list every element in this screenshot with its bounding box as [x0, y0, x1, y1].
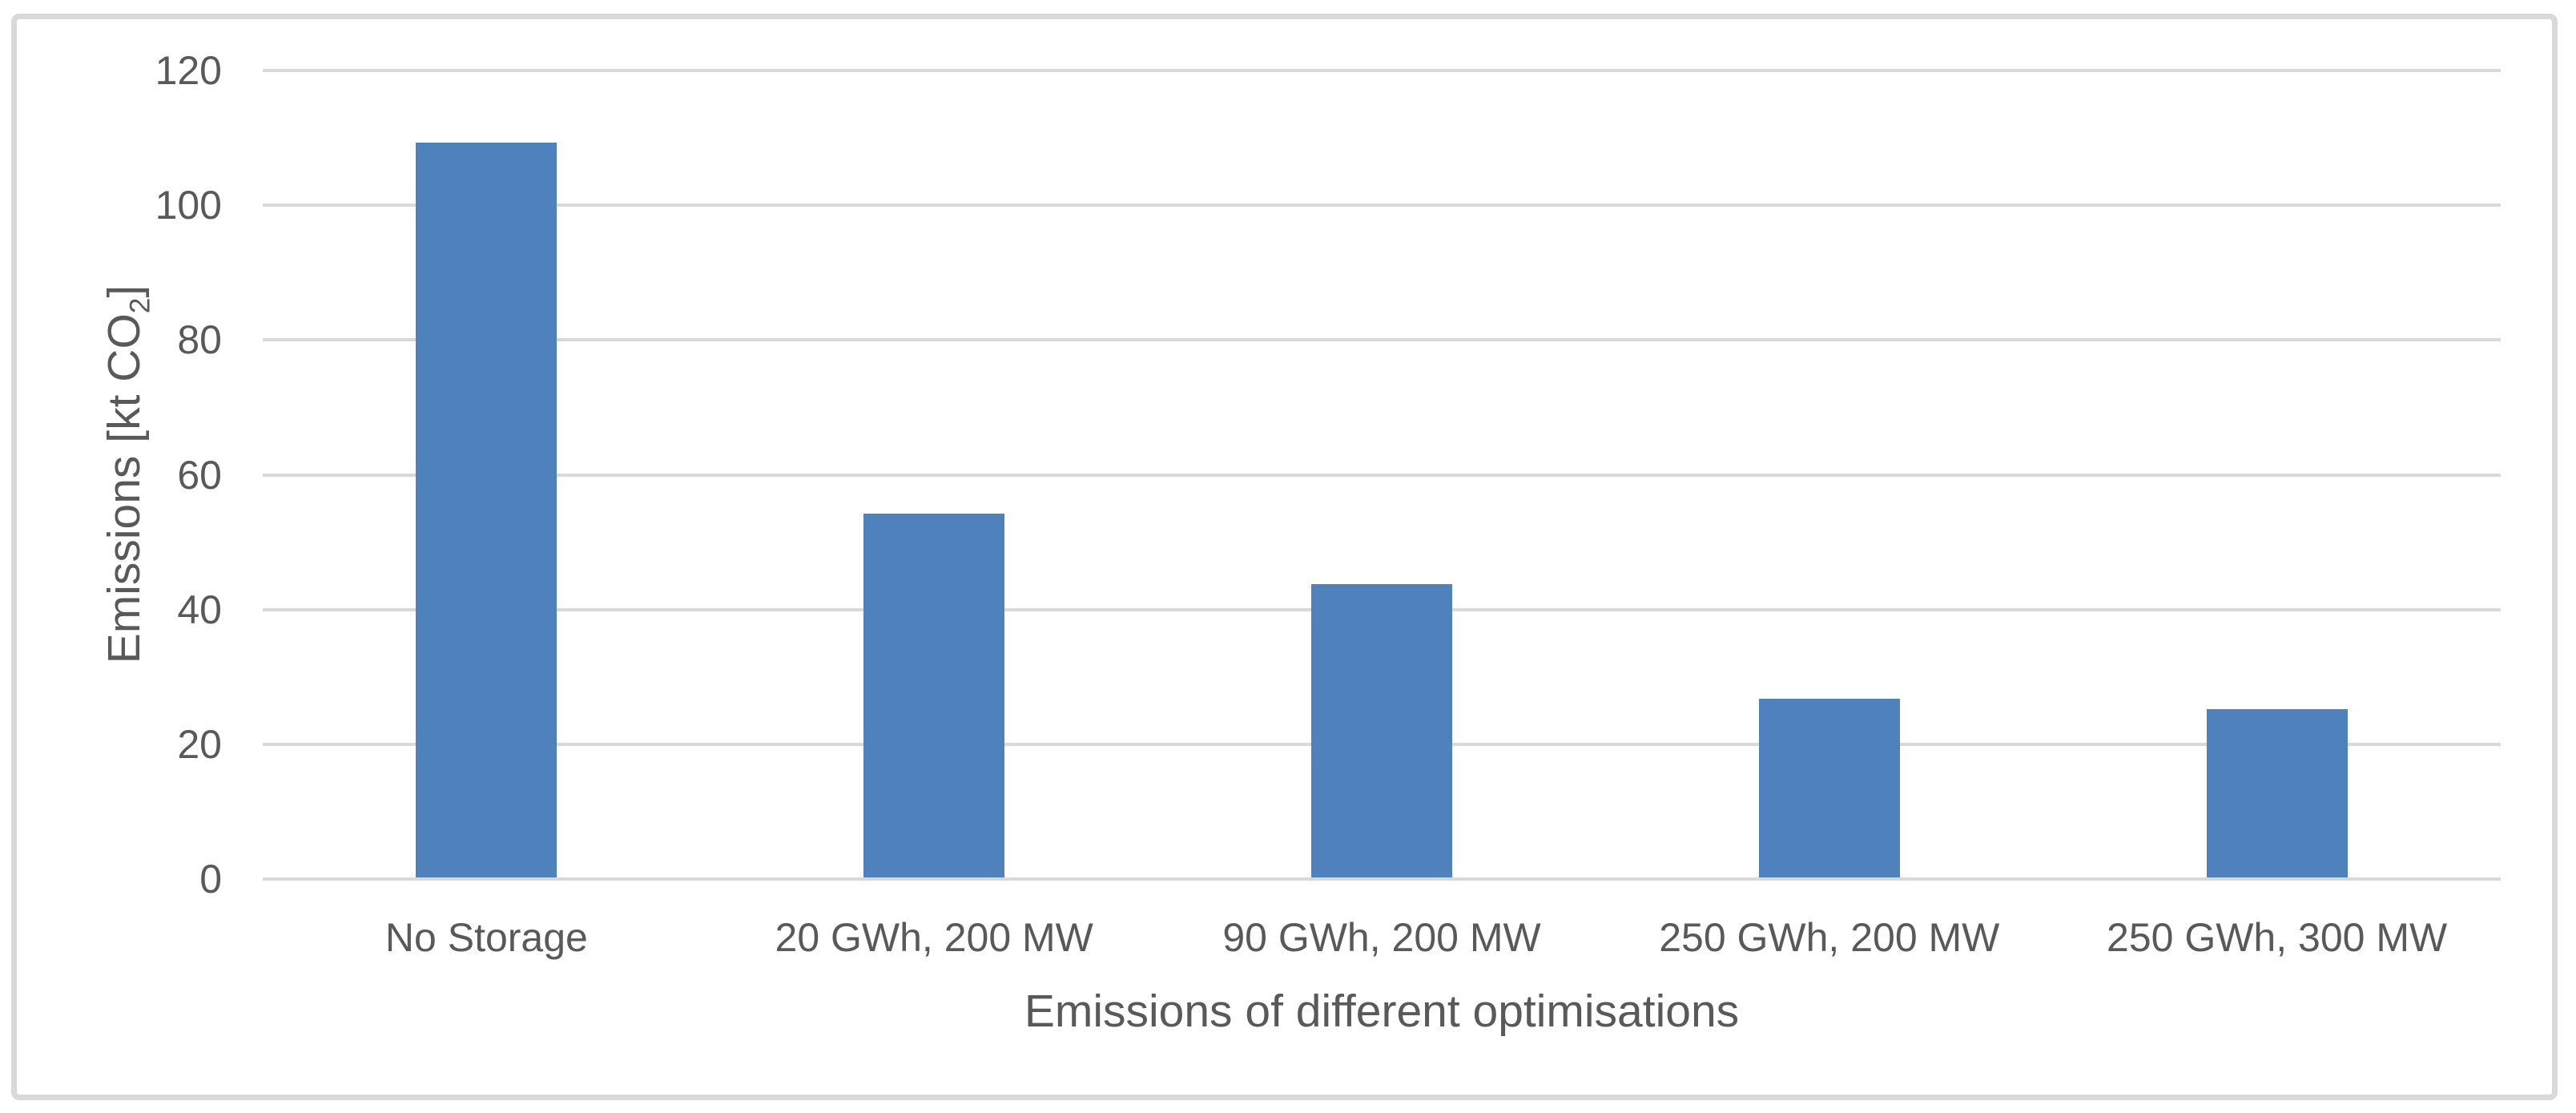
x-axis-title: Emissions of different optimisations: [263, 982, 2501, 1040]
gridline-y-80: [263, 338, 2501, 342]
category-label-2: 20 GWh, 200 MW: [775, 915, 1093, 960]
category-label-3: 90 GWh, 200 MW: [1222, 915, 1541, 960]
y-tick-label-120: 120: [155, 48, 222, 93]
bar-5: [2206, 708, 2348, 877]
y-tick-label-0: 0: [199, 857, 222, 901]
y-tick-label-40: 40: [177, 587, 222, 632]
x-axis-title-text: Emissions of different optimisations: [1024, 986, 1740, 1037]
y-axis-title-suffix: ]: [99, 284, 150, 298]
y-tick-label-80: 80: [177, 317, 222, 363]
gridline-y-100: [263, 204, 2501, 208]
y-tick-label-20: 20: [177, 721, 222, 767]
y-axis-title-prefix: Emissions [kt CO: [99, 313, 150, 664]
bar-2: [863, 513, 1005, 877]
category-label-1: No Storage: [384, 915, 588, 960]
gridline-y-0: [263, 877, 2501, 881]
y-axis-title-subscript: 2: [124, 297, 156, 314]
bar-3: [1311, 584, 1452, 877]
category-label-5: 250 GWh, 300 MW: [2107, 915, 2448, 960]
y-tick-label-60: 60: [177, 452, 222, 498]
bar-1: [416, 143, 557, 877]
gridline-y-60: [263, 473, 2501, 477]
category-label-4: 250 GWh, 200 MW: [1659, 915, 2000, 960]
y-axis-title: Emissions [kt CO2]: [88, 0, 160, 1035]
y-tick-label-100: 100: [155, 183, 222, 228]
gridline-y-120: [263, 69, 2501, 72]
bar-4: [1758, 699, 1900, 877]
